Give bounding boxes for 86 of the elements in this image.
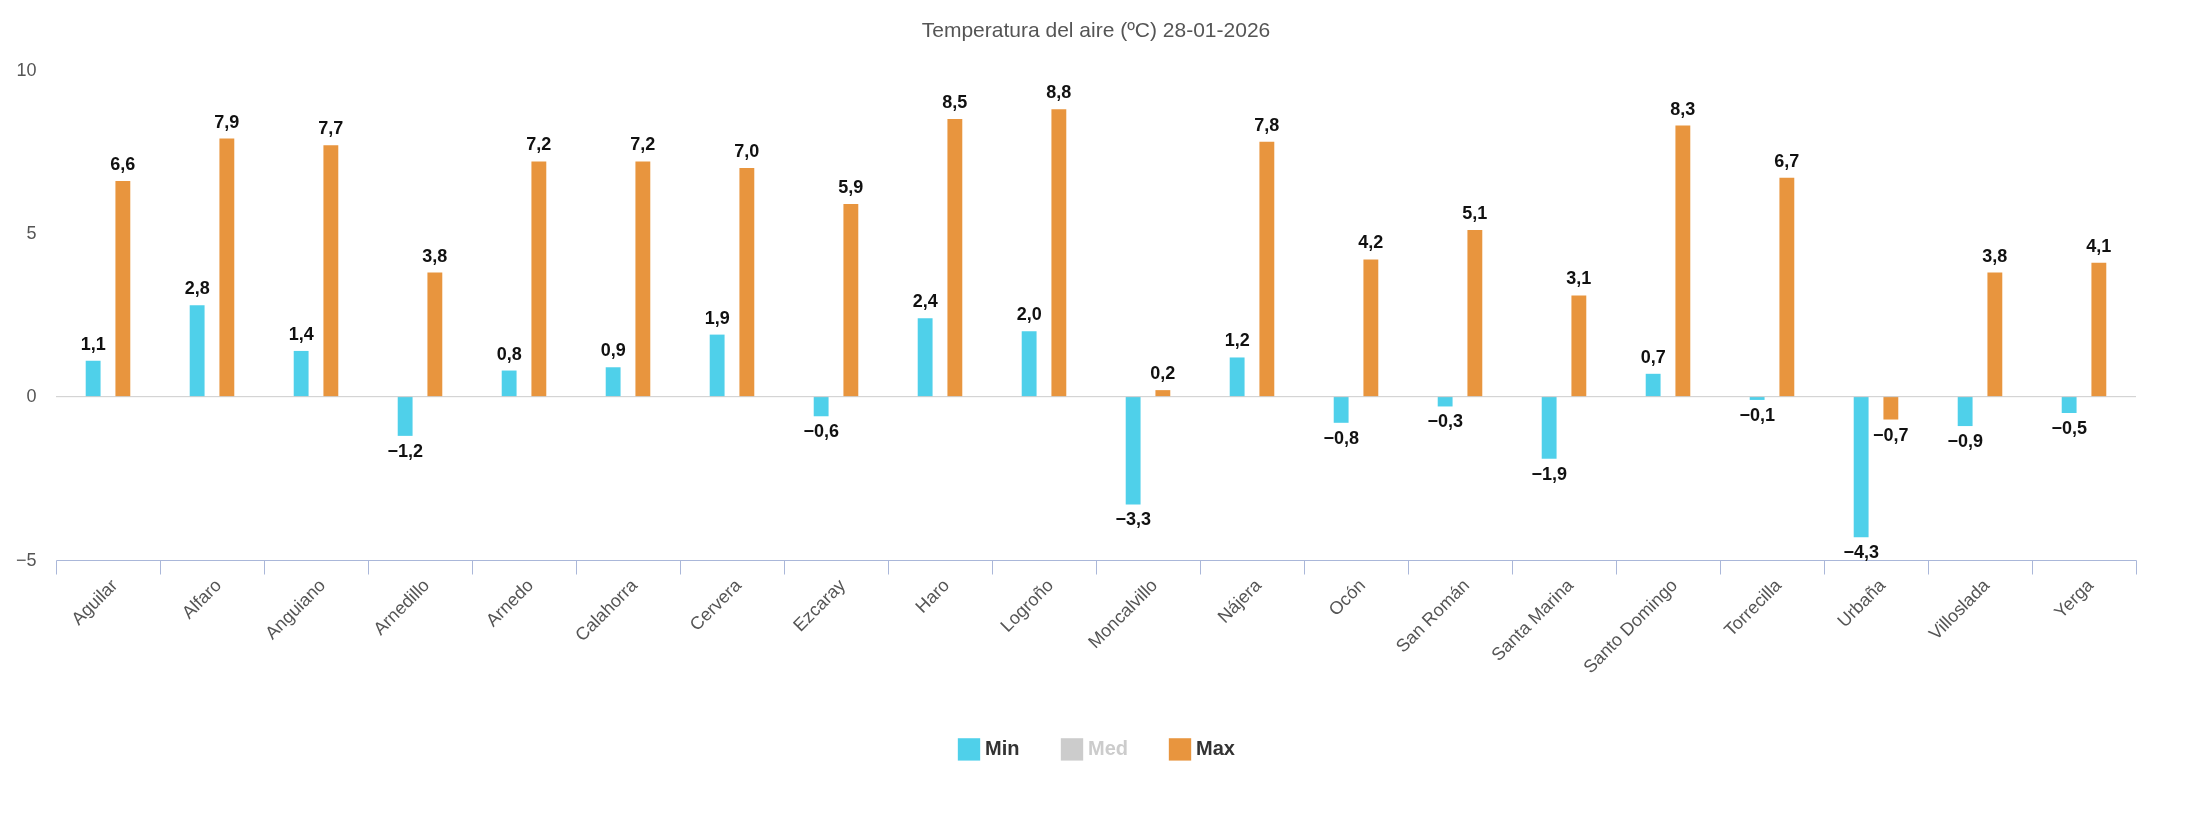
data-label: 0,2 (1150, 363, 1176, 384)
bar (1051, 109, 1067, 397)
data-label: 1,9 (704, 307, 730, 328)
bar (397, 396, 413, 436)
bar (189, 305, 205, 397)
bar (1021, 331, 1037, 397)
data-label: −0,5 (2051, 418, 2087, 438)
bar (85, 360, 101, 397)
data-label: 0,8 (496, 343, 522, 364)
data-label: 8,5 (942, 92, 968, 112)
y-tick-label: 0 (26, 386, 37, 407)
data-label: 7,7 (318, 118, 344, 139)
data-label: 0,7 (1640, 346, 1666, 367)
bar (1883, 396, 1899, 420)
data-label: −0,6 (803, 421, 839, 442)
bar (1749, 396, 1765, 400)
bar (2061, 396, 2077, 413)
bar (1571, 295, 1587, 397)
data-label: 1,4 (288, 323, 314, 344)
chart-title: Temperatura del aire (ºC) 28-01-2026 (921, 18, 1271, 41)
bar (1645, 373, 1661, 397)
bar (531, 161, 547, 397)
data-label: 7,2 (630, 134, 656, 155)
data-label: 2,4 (912, 291, 938, 312)
bar (605, 367, 621, 397)
data-label: −1,9 (1531, 463, 1567, 484)
data-label: 5,9 (838, 176, 864, 197)
bar (1333, 396, 1349, 423)
bar (1363, 259, 1379, 397)
bar (1957, 396, 1973, 427)
bar (635, 161, 651, 397)
bar (813, 396, 829, 417)
bar (2091, 262, 2107, 397)
data-label: 3,8 (422, 245, 448, 266)
bar (1987, 272, 2003, 397)
data-label: 4,2 (1358, 232, 1384, 253)
data-label: 1,2 (1224, 330, 1250, 351)
bar (917, 318, 933, 397)
data-label: −4,3 (1843, 542, 1879, 563)
data-label: 2,0 (1016, 304, 1042, 325)
bar (219, 138, 235, 397)
data-label: −1,2 (387, 440, 423, 461)
bar (1437, 396, 1453, 407)
data-label: 1,1 (80, 333, 106, 354)
data-label: −0,7 (1873, 424, 1909, 445)
bar (1541, 396, 1557, 459)
y-tick-label: −5 (15, 549, 37, 570)
data-label: 7,0 (734, 141, 760, 161)
bar (427, 272, 443, 397)
data-label: −3,3 (1115, 509, 1151, 530)
data-label: 3,8 (1982, 245, 2008, 266)
bar (739, 168, 755, 397)
data-label: 8,8 (1046, 82, 1072, 103)
bar (843, 203, 859, 397)
bar (1467, 230, 1483, 397)
bar (1259, 141, 1275, 397)
data-label: 3,1 (1566, 268, 1592, 289)
y-tick-label: 5 (26, 222, 37, 243)
data-label: 6,6 (110, 154, 136, 175)
data-label: 7,2 (526, 134, 552, 155)
data-label: 7,9 (214, 111, 240, 132)
data-label: 5,1 (1462, 203, 1488, 224)
bar (1853, 396, 1869, 538)
bar (293, 350, 309, 397)
data-label: 6,7 (1774, 150, 1800, 171)
bar (1125, 396, 1141, 505)
bar (501, 370, 517, 397)
data-label: 0,9 (600, 340, 626, 361)
bar (709, 334, 725, 397)
bar (1779, 177, 1795, 397)
data-label: 4,1 (2086, 235, 2112, 256)
bar (947, 119, 963, 397)
y-tick-label: 10 (16, 59, 37, 80)
legend-label: Min (985, 737, 1020, 760)
data-label: 8,3 (1670, 98, 1696, 119)
bar (115, 181, 131, 397)
data-label: −0,3 (1427, 411, 1463, 432)
data-label: −0,1 (1739, 404, 1775, 425)
bar (1675, 125, 1691, 397)
bar (1229, 357, 1245, 397)
data-label: −0,8 (1323, 427, 1359, 448)
data-label: 2,8 (184, 278, 210, 299)
data-label: 7,8 (1254, 114, 1280, 135)
legend-label: Max (1196, 737, 1235, 760)
bar (323, 145, 339, 397)
data-label: −0,9 (1947, 431, 1983, 452)
